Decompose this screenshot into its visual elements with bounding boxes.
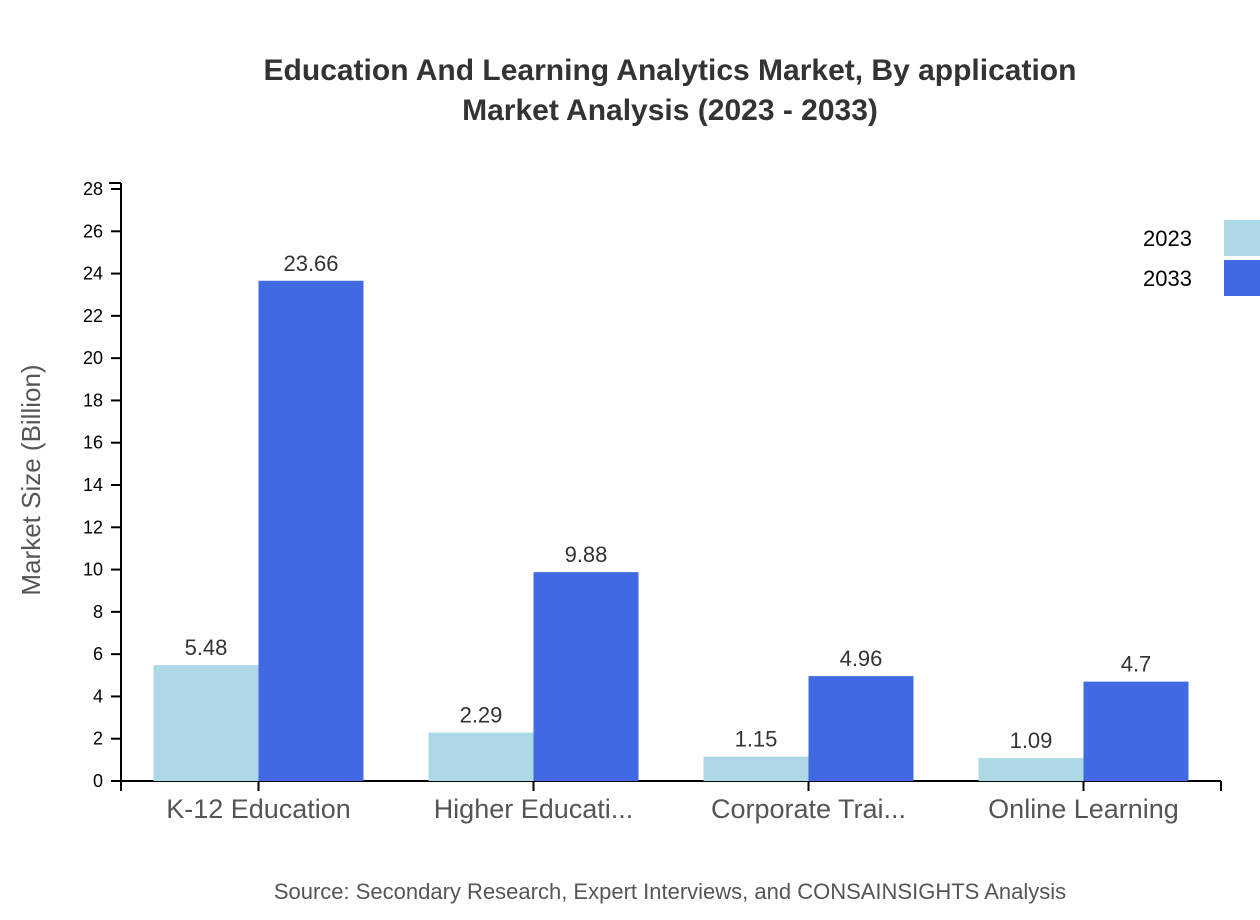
x-tick-label: Higher Educati... (434, 794, 634, 824)
y-tick-label: 0 (93, 771, 103, 791)
x-tick-label: Corporate Trai... (711, 794, 906, 824)
y-tick-label: 24 (83, 264, 103, 284)
data-label: 1.15 (735, 727, 778, 752)
bar-2023 (703, 756, 809, 781)
bar-2033 (1083, 681, 1189, 781)
x-axis: K-12 Education Higher Educati... Corporate… (120, 780, 1222, 824)
y-tick-label: 22 (83, 306, 103, 326)
y-tick-label: 4 (93, 686, 103, 706)
y-tick-label: 8 (93, 602, 103, 622)
y-tick-label: 6 (93, 644, 103, 664)
data-label: 5.48 (185, 635, 228, 660)
source-note: Source: Secondary Research, Expert Inter… (274, 879, 1066, 904)
bar-2033 (533, 572, 639, 781)
data-label: 4.96 (840, 646, 883, 671)
legend-label: 2033 (1143, 266, 1192, 291)
legend-swatch (1224, 260, 1260, 296)
data-label: 23.66 (283, 251, 338, 276)
data-label: 1.09 (1010, 728, 1053, 753)
legend-label: 2023 (1143, 226, 1192, 251)
bar-2023 (978, 757, 1084, 781)
bar-2023 (153, 665, 259, 781)
data-label: 4.7 (1121, 652, 1152, 677)
y-tick-label: 14 (83, 475, 103, 495)
y-tick-label: 12 (83, 517, 103, 537)
value-labels: 5.48 23.66 2.29 9.88 1.15 4.96 1.09 4.7 (185, 251, 1152, 753)
y-tick-label: 16 (83, 433, 103, 453)
y-tick-label: 20 (83, 348, 103, 368)
x-tick-label: Online Learning (988, 794, 1179, 824)
legend-swatch (1224, 220, 1260, 256)
bar-2033 (258, 280, 364, 781)
y-tick-label: 10 (83, 560, 103, 580)
legend: 2023 2033 (1143, 220, 1260, 296)
bar-2023 (428, 732, 534, 781)
y-tick-label: 28 (83, 179, 103, 199)
x-tick-label: K-12 Education (166, 794, 351, 824)
bar-2033 (808, 676, 914, 781)
y-axis-label: Market Size (Billion) (16, 364, 46, 595)
y-tick-label: 2 (93, 729, 103, 749)
y-tick-label: 26 (83, 221, 103, 241)
chart-title-line-2: Market Analysis (2023 - 2033) (462, 94, 878, 127)
data-label: 9.88 (565, 542, 608, 567)
bars (153, 280, 1189, 781)
y-tick-label: 18 (83, 390, 103, 410)
data-label: 2.29 (460, 703, 503, 728)
chart-title-line-1: Education And Learning Analytics Market,… (264, 54, 1077, 87)
